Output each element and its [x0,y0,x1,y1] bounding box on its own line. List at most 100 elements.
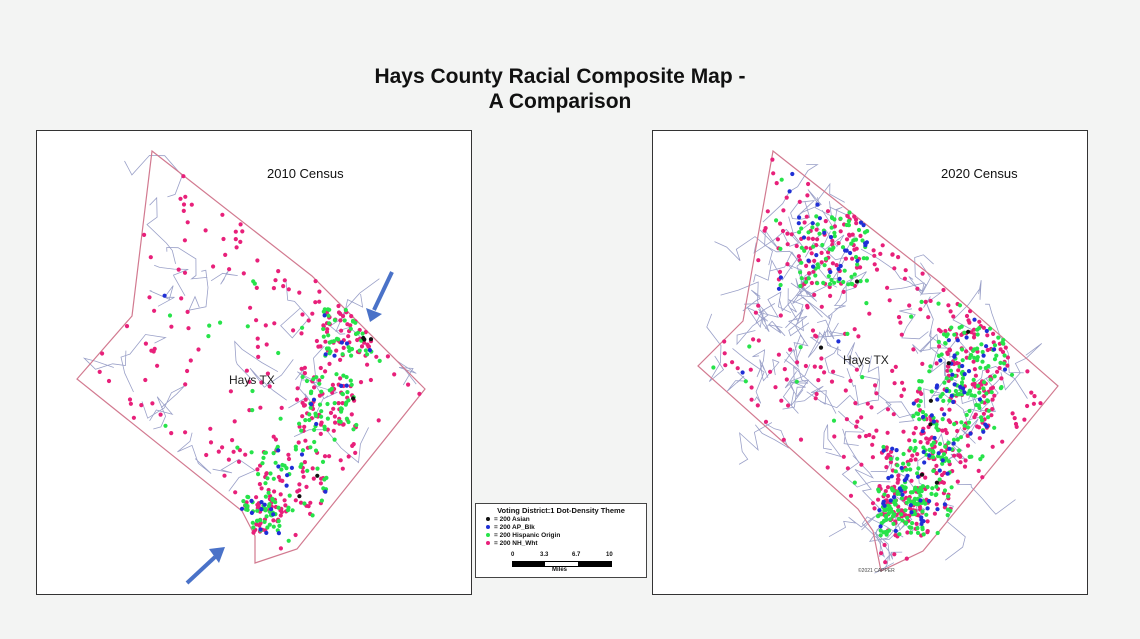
density-dot [312,439,317,445]
density-dot [321,326,326,332]
density-dot [891,412,896,417]
density-dot [265,476,270,481]
density-dot [291,328,296,333]
density-dot [897,532,902,537]
county-outline-2010 [76,149,426,564]
density-dot [945,513,950,518]
density-dot [207,323,212,328]
density-dot [816,378,821,383]
density-dot [988,377,993,382]
density-dot [181,174,186,179]
density-dot [273,460,278,465]
density-dot [778,313,783,318]
density-dot [271,518,276,523]
density-dot [843,256,848,261]
boundary-line [861,516,904,558]
density-dot [311,476,316,481]
density-dot [834,263,839,268]
density-dot [882,492,887,497]
density-dot [960,358,965,363]
density-dot [992,425,997,430]
density-dot [904,556,909,561]
density-dot [888,456,893,461]
density-dot [263,323,268,328]
density-dot [318,365,323,371]
density-dot [940,458,945,463]
boundary-line [889,262,931,295]
density-dot [417,391,422,396]
density-dot [952,382,957,387]
density-dot [884,530,889,535]
density-dot [899,332,904,337]
density-dot [1031,401,1036,406]
density-dot [1029,390,1034,395]
density-dot [978,365,983,370]
density-dot [838,229,843,234]
density-dot [903,268,908,273]
density-dot [211,264,216,269]
density-dot [843,388,848,393]
density-dot [251,525,256,530]
density-dot [992,374,997,379]
density-dot [756,258,761,263]
density-dot [183,382,188,387]
density-dot [938,394,943,399]
density-dot [329,339,334,344]
density-dot [958,435,964,440]
boundary-line [752,349,769,378]
density-dot [308,405,313,410]
density-dot [771,171,776,176]
boundary-line [917,432,946,487]
density-dot [785,242,790,247]
density-dot [966,318,971,323]
density-dot [942,380,947,385]
boundary-line [120,334,167,393]
density-dot [240,229,245,234]
legend-item: = 200 NH_Wht [486,539,646,547]
density-dot [319,498,324,503]
density-dot [906,462,911,467]
boundary-line [141,385,185,419]
density-dot [985,399,991,404]
density-dot [884,445,889,450]
density-dot [859,462,864,467]
density-dot [325,416,330,421]
density-dot [984,344,989,349]
density-dot [780,228,786,234]
density-dot [985,347,990,353]
density-dot [981,411,986,416]
county-label-2010: Hays TX [229,373,275,387]
boundary-line [280,280,310,339]
density-dot [919,299,924,304]
density-dot [226,457,231,462]
legend-item: = 200 Hispanic Origin [486,531,646,539]
density-dot [1002,353,1007,358]
density-dot [949,325,954,330]
density-dot [921,445,926,450]
density-dot [788,347,793,352]
density-dot [938,329,943,334]
density-dot [945,471,950,476]
density-dot [312,427,317,432]
density-dot [203,228,208,233]
density-dot [286,538,291,543]
boundary-line [789,379,810,407]
boundary-line [824,346,856,378]
density-dot [298,500,304,505]
density-dot [267,522,272,527]
density-dot [334,348,339,353]
density-dot [971,335,977,340]
density-dot [896,477,901,482]
density-dot [241,499,246,504]
density-dot [798,437,804,442]
density-dot [339,328,344,333]
density-dot [893,469,898,474]
density-dot [299,331,304,336]
density-dot [958,384,963,390]
density-dot [905,515,910,520]
density-dot [861,256,866,261]
density-dot [798,283,803,289]
density-dot [962,464,968,469]
density-dot [790,171,795,177]
boundary-line [975,373,999,412]
